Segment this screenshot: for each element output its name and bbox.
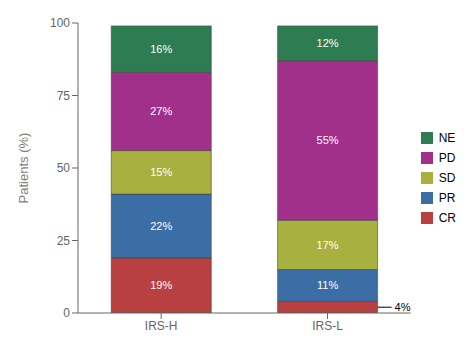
svg-text:IRS-H: IRS-H — [145, 319, 178, 333]
html-text:NE: NE — [438, 131, 456, 145]
svg-text:27%: 27% — [150, 105, 172, 117]
svg-text:IRS-L: IRS-L — [312, 319, 343, 333]
svg-text:25: 25 — [57, 234, 71, 248]
svg-text:16%: 16% — [150, 43, 172, 55]
svg-text:50: 50 — [57, 161, 71, 175]
svg-text:11%: 11% — [317, 279, 338, 291]
svg-text:22%: 22% — [150, 220, 172, 232]
svg-text:55%: 55% — [317, 134, 339, 146]
html-text:PD: PD — [438, 151, 456, 165]
svg-text:17%: 17% — [317, 239, 339, 251]
svg-text:Patients (%): Patients (%) — [16, 133, 31, 204]
html-text:SD: SD — [438, 171, 456, 185]
svg-text:0: 0 — [63, 306, 70, 320]
html-text:PR: PR — [438, 191, 456, 205]
svg-text:75: 75 — [57, 89, 71, 103]
svg-text:19%: 19% — [150, 279, 172, 291]
svg-text:12%: 12% — [317, 37, 339, 49]
html-text:CR: CR — [438, 211, 456, 225]
svg-text:100: 100 — [50, 16, 70, 30]
svg-text:15%: 15% — [150, 166, 172, 178]
svg-text:4%: 4% — [395, 301, 411, 313]
